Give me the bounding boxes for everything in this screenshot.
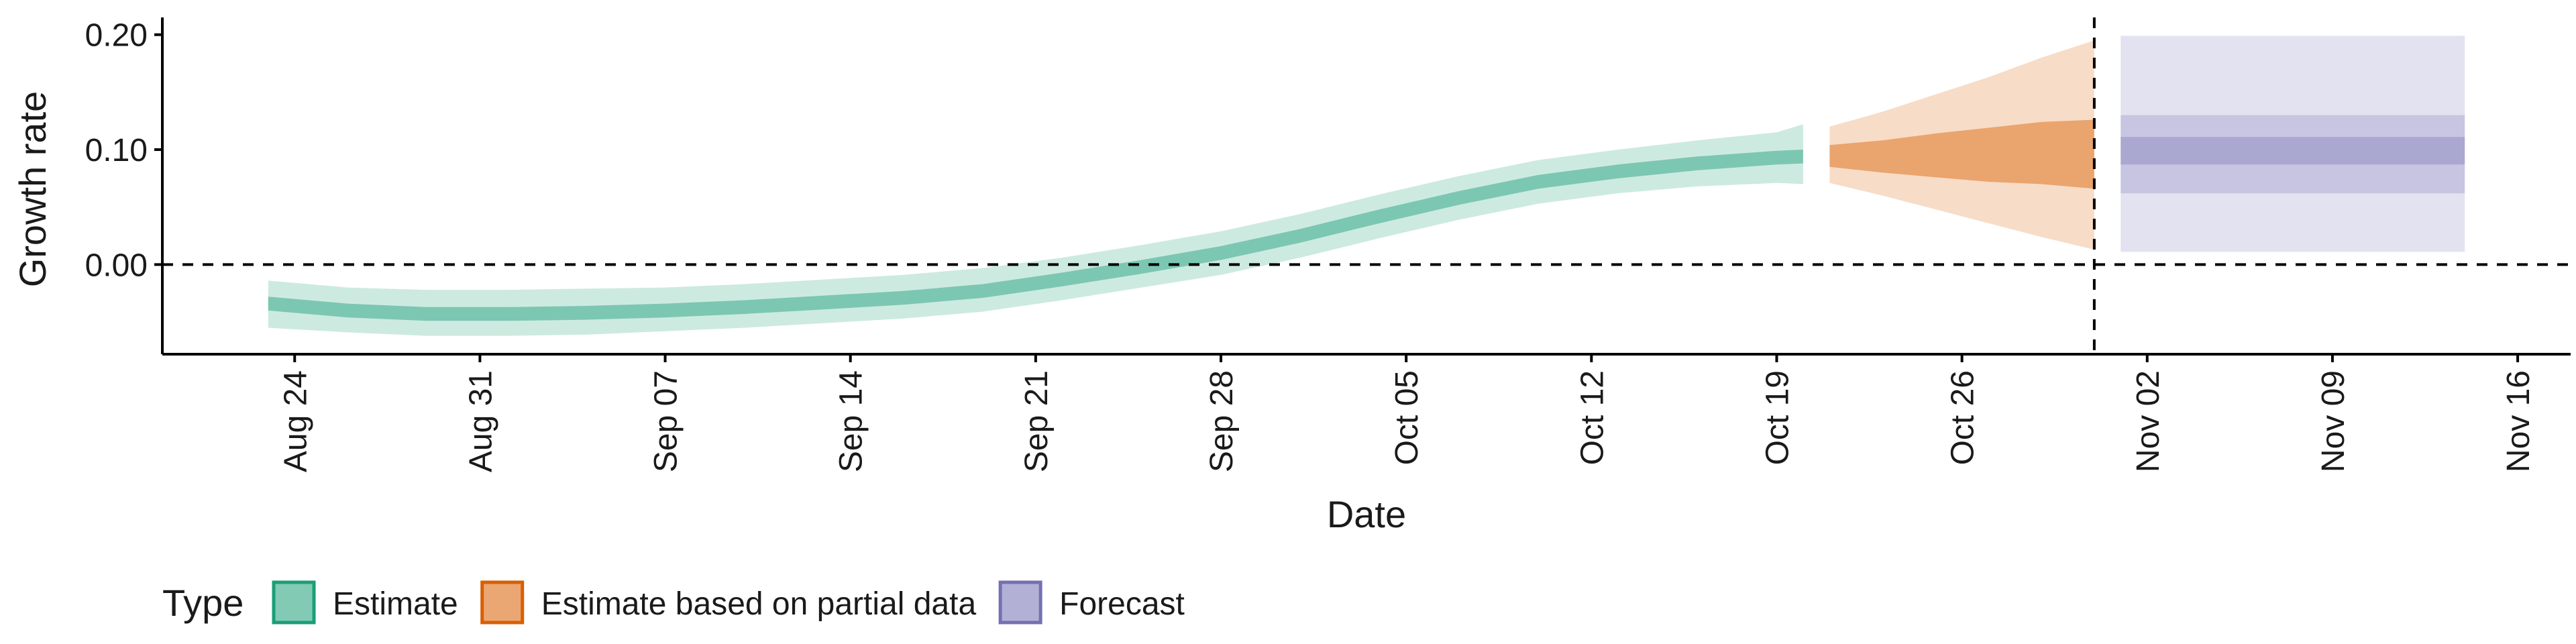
legend-swatch-estimate-based-on-partial-data [480,580,525,625]
y-tick-label: 0.00 [85,248,148,283]
x-tick-label: Sep 07 [649,370,684,472]
x-tick-label: Oct 19 [1760,370,1796,465]
inner-band-estimate-based-on-partial-data [1829,119,2094,189]
legend-label-forecast: Forecast [1059,586,1185,622]
series-estimate-based-on-partial-data [1829,40,2094,250]
y-tick-label: 0.20 [85,18,148,54]
x-tick-label: Nov 16 [2501,370,2536,472]
legend-swatch-forecast [998,580,1042,625]
x-tick-label: Aug 24 [278,370,313,472]
outer-band-estimate-based-on-partial-data [1829,40,2094,250]
inner-band-estimate [268,150,1803,321]
outer-band-forecast [2121,36,2465,252]
y-tick-label: 0.10 [85,133,148,168]
x-tick-label: Oct 05 [1389,370,1425,465]
x-tick-label: Nov 02 [2131,370,2166,472]
series-estimate [268,124,1803,336]
chart-axes [161,17,2571,356]
x-axis-title: Date [1327,493,1406,535]
y-axis-title: Growth rate [11,91,54,288]
mid-band-forecast [2121,115,2465,194]
x-tick-label: Aug 31 [463,370,498,472]
legend-title: Type [162,582,244,624]
x-tick-label: Nov 09 [2316,370,2351,472]
inner-band-forecast [2121,137,2465,165]
chart-bands [268,36,2465,336]
x-tick-label: Sep 14 [834,370,869,472]
outer-band-estimate [268,124,1803,336]
legend-label-estimate-based-on-partial-data: Estimate based on partial data [541,586,977,622]
series-forecast [2121,36,2465,252]
x-tick-label: Oct 12 [1574,370,1610,465]
legend-item-estimate-based-on-partial-data: Estimate based on partial data [480,580,977,625]
legend-swatch-estimate [272,580,316,625]
x-tick-label: Oct 26 [1945,370,1981,465]
legend: Type Estimate Estimate based on partial d… [162,580,1185,625]
legend-item-forecast: Forecast [998,580,1185,625]
legend-label-estimate: Estimate [333,586,458,622]
legend-item-estimate: Estimate [272,580,458,625]
chart-ticks: 0.00 0.10 0.20 Aug 24 Aug 31 Sep 07 Sep 14 Sep … [85,18,2537,472]
x-tick-label: Sep 21 [1019,370,1055,472]
x-tick-label: Sep 28 [1204,370,1240,472]
